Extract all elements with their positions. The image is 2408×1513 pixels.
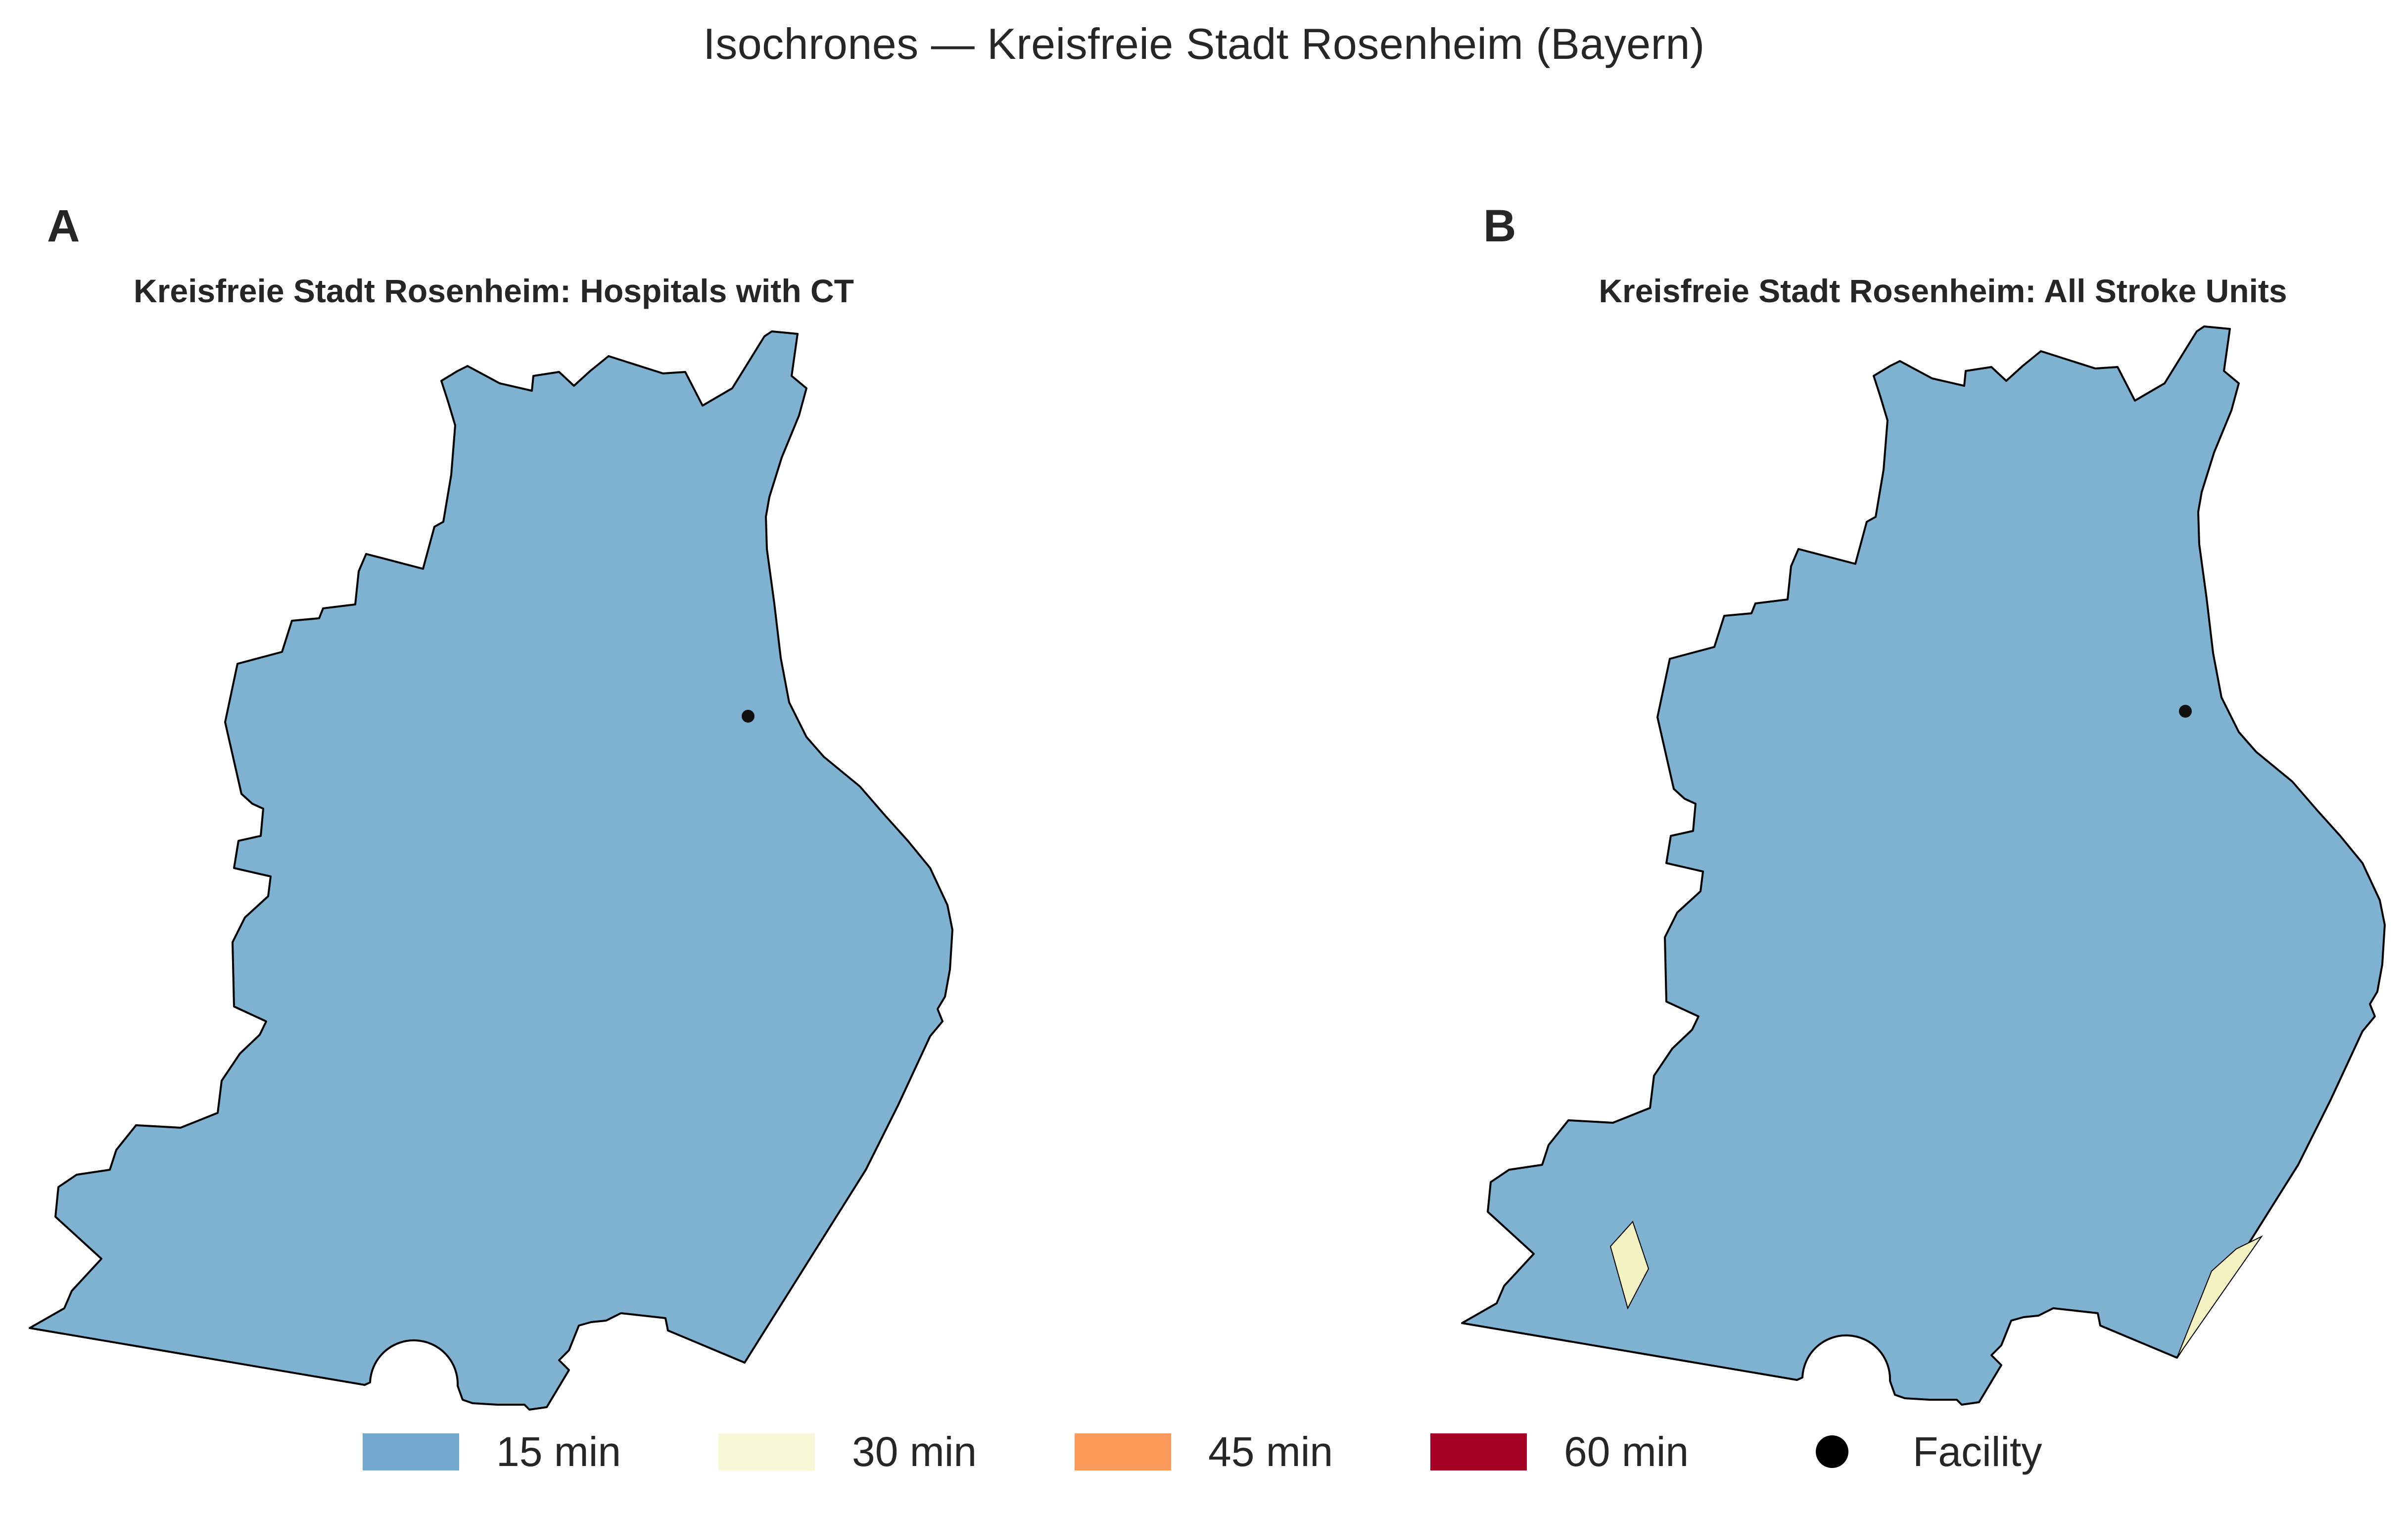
panel-a-letter: A (47, 201, 80, 251)
panel-a-isochrone-15min (29, 330, 953, 1411)
legend-swatch-45min (1075, 1433, 1171, 1470)
legend-label-15min: 15 min (496, 1428, 621, 1475)
figure-title: Isochrones — Kreisfreie Stadt Rosenheim … (703, 19, 1705, 68)
panel-b-isochrone-15min (1461, 325, 2386, 1406)
legend-swatch-15min (363, 1433, 459, 1470)
panel-b-map (1461, 325, 2386, 1406)
panel-b-isochrone-30min-southeast (2176, 1235, 2264, 1358)
legend-item-facility: Facility (1786, 1424, 2042, 1479)
panel-a-facility-marker (742, 710, 755, 723)
legend-facility-dot-icon (1816, 1435, 1848, 1468)
legend-item-60min: 60 min (1430, 1424, 1689, 1479)
legend-item-15min: 15 min (363, 1424, 621, 1479)
panel-b-title: Kreisfreie Stadt Rosenheim: All Stroke U… (1599, 273, 2287, 309)
legend-label-45min: 45 min (1208, 1428, 1333, 1475)
panel-b-letter: B (1483, 201, 1516, 251)
panel-b-facility-marker (2179, 705, 2192, 718)
legend-swatch-60min (1430, 1433, 1527, 1470)
panel-a-map (29, 330, 953, 1411)
legend-label-facility: Facility (1913, 1428, 2042, 1475)
legend-label-30min: 30 min (852, 1428, 977, 1475)
panel-a-title: Kreisfreie Stadt Rosenheim: Hospitals wi… (134, 273, 854, 309)
panel-b-isochrone-30min-west (1609, 1221, 1650, 1310)
legend-label-60min: 60 min (1564, 1428, 1689, 1475)
legend-swatch-30min (718, 1433, 815, 1470)
legend-item-45min: 45 min (1075, 1424, 1333, 1479)
legend-item-30min: 30 min (718, 1424, 977, 1479)
legend: 15 min 30 min 45 min 60 min Facility (0, 1424, 2408, 1479)
